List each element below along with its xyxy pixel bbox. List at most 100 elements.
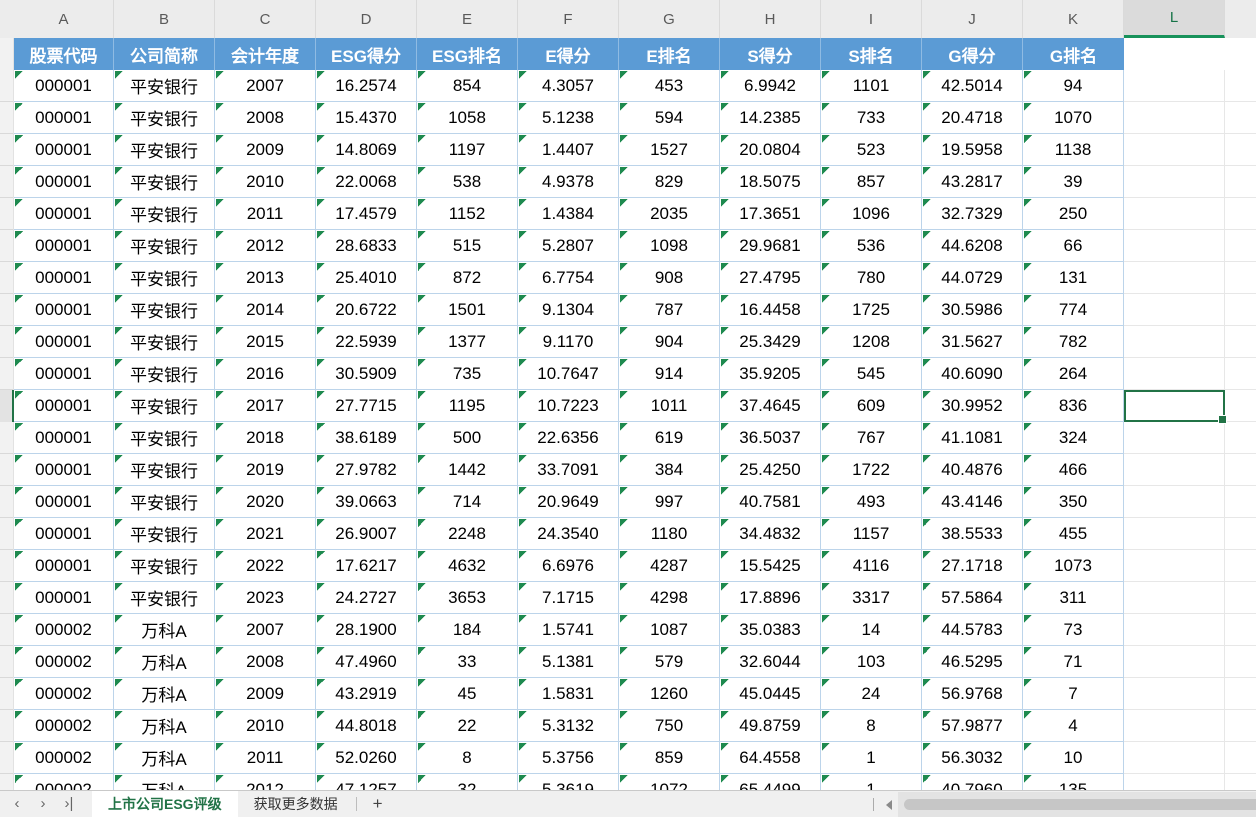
cell[interactable]: 1501 — [417, 294, 518, 326]
cell[interactable]: 000001 — [14, 422, 114, 454]
cell[interactable]: 493 — [821, 486, 922, 518]
empty-cell[interactable] — [1124, 774, 1225, 790]
cell[interactable]: 22 — [417, 710, 518, 742]
cell[interactable]: 1087 — [619, 614, 720, 646]
column-letter-L[interactable]: L — [1124, 0, 1225, 38]
empty-cell[interactable] — [1225, 294, 1256, 326]
cell[interactable]: 2018 — [215, 422, 316, 454]
cell[interactable]: 41.1081 — [922, 422, 1023, 454]
empty-cell[interactable] — [1124, 390, 1225, 422]
cell[interactable]: 466 — [1023, 454, 1124, 486]
cell[interactable]: 5.3132 — [518, 710, 619, 742]
cell[interactable]: 2035 — [619, 198, 720, 230]
cell[interactable]: 10.7647 — [518, 358, 619, 390]
cell[interactable]: 万科A — [114, 678, 215, 710]
cell[interactable]: 2007 — [215, 614, 316, 646]
cell[interactable]: 6.9942 — [720, 70, 821, 102]
cell[interactable]: 27.9782 — [316, 454, 417, 486]
cell[interactable]: 9.1304 — [518, 294, 619, 326]
cell[interactable]: 17.3651 — [720, 198, 821, 230]
cell[interactable]: 1152 — [417, 198, 518, 230]
cell[interactable]: 000001 — [14, 198, 114, 230]
empty-cell[interactable] — [1124, 422, 1225, 454]
cell[interactable]: 000001 — [14, 70, 114, 102]
cell[interactable]: 平安银行 — [114, 518, 215, 550]
hscroll-track[interactable] — [898, 792, 1256, 817]
table-header-cell[interactable]: 会计年度 — [215, 38, 316, 70]
cell[interactable]: 103 — [821, 646, 922, 678]
column-letter-B[interactable]: B — [114, 0, 215, 38]
empty-cell[interactable] — [1124, 102, 1225, 134]
cell[interactable]: 36.5037 — [720, 422, 821, 454]
cell[interactable]: 350 — [1023, 486, 1124, 518]
cell[interactable]: 4.9378 — [518, 166, 619, 198]
cell[interactable]: 20.6722 — [316, 294, 417, 326]
empty-cell[interactable] — [1124, 230, 1225, 262]
cell[interactable]: 平安银行 — [114, 166, 215, 198]
cell[interactable]: 1 — [821, 742, 922, 774]
cell[interactable]: 40.7581 — [720, 486, 821, 518]
cell[interactable]: 万科A — [114, 742, 215, 774]
cell[interactable]: 25.4010 — [316, 262, 417, 294]
table-header-cell[interactable]: E得分 — [518, 38, 619, 70]
cell[interactable]: 17.6217 — [316, 550, 417, 582]
empty-cell[interactable] — [1124, 710, 1225, 742]
cell[interactable]: 908 — [619, 262, 720, 294]
cell[interactable]: 24.2727 — [316, 582, 417, 614]
cell[interactable]: 17.8896 — [720, 582, 821, 614]
empty-cell[interactable] — [1225, 358, 1256, 390]
empty-cell[interactable] — [1124, 678, 1225, 710]
cell[interactable]: 4632 — [417, 550, 518, 582]
cell[interactable]: 2010 — [215, 166, 316, 198]
cell[interactable]: 453 — [619, 70, 720, 102]
cell[interactable]: 2009 — [215, 678, 316, 710]
cell[interactable]: 997 — [619, 486, 720, 518]
cell[interactable]: 000001 — [14, 166, 114, 198]
column-letter-G[interactable]: G — [619, 0, 720, 38]
cell[interactable]: 65.4499 — [720, 774, 821, 790]
table-header-cell[interactable]: G得分 — [922, 38, 1023, 70]
cell[interactable]: 1722 — [821, 454, 922, 486]
cell[interactable]: 27.1718 — [922, 550, 1023, 582]
cell[interactable]: 579 — [619, 646, 720, 678]
cell[interactable]: 25.3429 — [720, 326, 821, 358]
empty-cell[interactable] — [1124, 294, 1225, 326]
cell[interactable]: 000002 — [14, 678, 114, 710]
cell[interactable]: 14.8069 — [316, 134, 417, 166]
cell[interactable]: 2007 — [215, 70, 316, 102]
cell[interactable]: 609 — [821, 390, 922, 422]
cell[interactable]: 4 — [1023, 710, 1124, 742]
cell[interactable]: 000001 — [14, 454, 114, 486]
cell[interactable]: 2015 — [215, 326, 316, 358]
cell[interactable]: 47.4960 — [316, 646, 417, 678]
column-letter-F[interactable]: F — [518, 0, 619, 38]
empty-cell[interactable] — [1225, 678, 1256, 710]
column-letter-I[interactable]: I — [821, 0, 922, 38]
cell[interactable]: 1377 — [417, 326, 518, 358]
cell[interactable]: 6.6976 — [518, 550, 619, 582]
cell[interactable]: 1 — [821, 774, 922, 790]
cell[interactable]: 22.0068 — [316, 166, 417, 198]
empty-cell[interactable] — [1124, 742, 1225, 774]
empty-cell[interactable] — [1225, 134, 1256, 166]
cell[interactable]: 1725 — [821, 294, 922, 326]
cell[interactable]: 45.0445 — [720, 678, 821, 710]
cell[interactable]: 71 — [1023, 646, 1124, 678]
cell[interactable]: 000001 — [14, 390, 114, 422]
cell[interactable]: 2019 — [215, 454, 316, 486]
cell[interactable]: 40.7960 — [922, 774, 1023, 790]
cell[interactable]: 854 — [417, 70, 518, 102]
empty-cell[interactable] — [1225, 646, 1256, 678]
cell[interactable]: 1.4384 — [518, 198, 619, 230]
cell[interactable]: 万科A — [114, 614, 215, 646]
cell[interactable]: 1260 — [619, 678, 720, 710]
cell[interactable]: 000001 — [14, 102, 114, 134]
cell[interactable]: 39.0663 — [316, 486, 417, 518]
cell[interactable]: 619 — [619, 422, 720, 454]
cell[interactable]: 000001 — [14, 230, 114, 262]
cell[interactable]: 66 — [1023, 230, 1124, 262]
cell[interactable]: 20.4718 — [922, 102, 1023, 134]
cell[interactable]: 324 — [1023, 422, 1124, 454]
cell[interactable]: 000001 — [14, 294, 114, 326]
cell[interactable]: 780 — [821, 262, 922, 294]
